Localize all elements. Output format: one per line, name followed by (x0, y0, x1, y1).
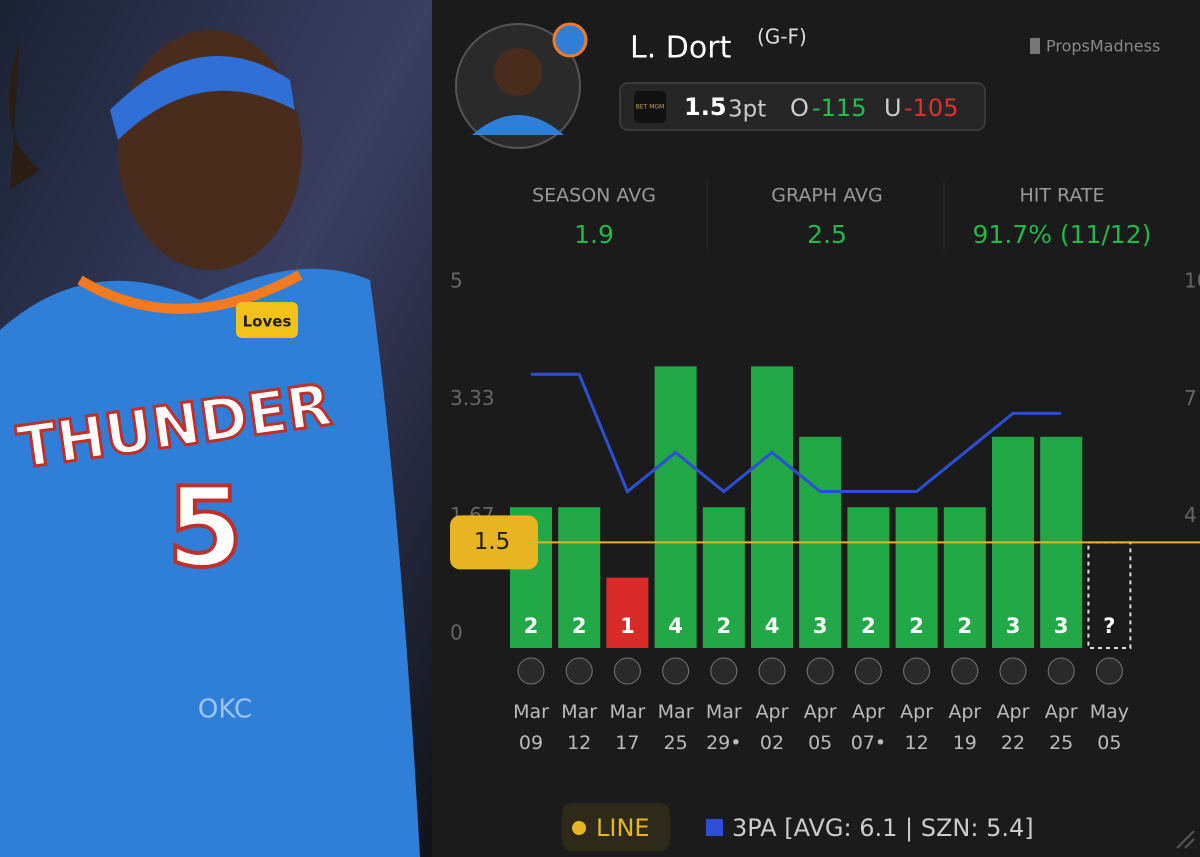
series-legend: 3PA [AVG: 6.1 | SZN: 5.4] (732, 814, 1034, 842)
over-label: O (790, 94, 809, 122)
bar (751, 366, 793, 648)
opponent-logo (662, 657, 690, 685)
bar-label: 4 (668, 614, 683, 638)
panel-background (432, 0, 1200, 857)
y-tick-label: 5 (450, 269, 463, 293)
x-tick-label: Apr 19 (948, 701, 982, 754)
x-tick-label: Apr 05 (803, 701, 837, 754)
belt-text: OKC (198, 695, 252, 725)
sportsbook: BET MGM (636, 104, 664, 111)
bar-label: 3 (813, 614, 828, 638)
line-legend-pill (562, 803, 670, 851)
stat-value: 91.7% (11/12) (973, 220, 1152, 249)
bar-label: 2 (572, 614, 587, 638)
series-legend-swatch (706, 819, 723, 836)
hair (8, 40, 40, 190)
avatar-jersey (472, 115, 564, 135)
headband (110, 55, 295, 140)
patch (236, 302, 298, 338)
bar-label: 2 (524, 614, 539, 638)
sportsbook-logo (634, 91, 666, 123)
under-odds: -105 (904, 94, 958, 122)
stat-label: HIT RATE (1019, 185, 1104, 207)
avatar-head (494, 48, 542, 96)
line-legend-swatch (572, 821, 586, 835)
bar (847, 507, 890, 648)
bar (558, 507, 601, 648)
x-tick-label: Apr 02 (755, 701, 789, 754)
team-logo (552, 22, 588, 58)
x-tick-label: Mar 12 (561, 701, 598, 754)
odds-pill (619, 82, 986, 131)
player-photo: THUNDER 5 OKC Loves (0, 0, 432, 857)
bar (606, 577, 649, 648)
opponent-logo (854, 657, 882, 685)
opponent-logo (951, 657, 979, 685)
opponent-logo (1047, 657, 1075, 685)
pending-bar (1087, 541, 1132, 650)
bar-label: 2 (716, 614, 731, 638)
x-tick-label: Apr 12 (900, 701, 934, 754)
jersey-number: 5 (167, 463, 244, 591)
bar-label: 4 (765, 614, 780, 638)
bar (943, 507, 986, 648)
brand: PropsMadness (1046, 37, 1160, 56)
bar (654, 366, 697, 648)
under-label: U (884, 94, 902, 122)
threshold-badge (450, 515, 538, 570)
x-tick-label: Mar 29• (705, 701, 742, 754)
bar-label: 2 (861, 614, 876, 638)
x-tick-label: Apr 25 (1044, 701, 1078, 754)
bar-label: ? (1103, 614, 1115, 638)
odds-line: 1.5 (684, 93, 727, 121)
opponent-logo (806, 657, 834, 685)
bar-label: 3 (1006, 614, 1021, 638)
odds-market: 3pt (728, 97, 766, 123)
patch-text: Loves (243, 313, 292, 331)
props-panel: L. Dort (G-F) PropsMadness BET MGM 1.5 3… (432, 0, 1200, 857)
bar-label: 2 (909, 614, 924, 638)
opponent-logo (999, 657, 1027, 685)
x-tick-label: Mar 25 (657, 701, 694, 754)
opponent-logo (903, 657, 931, 685)
stat-value: 1.9 (574, 220, 614, 249)
bar-label: 3 (1054, 614, 1069, 638)
bar-label: 1 (620, 614, 635, 638)
bar (702, 507, 745, 648)
opponent-logo (710, 657, 738, 685)
y2-tick-label: 4 (1184, 503, 1197, 527)
over-odds: -115 (812, 94, 866, 122)
x-tick-label: Mar 09 (513, 701, 549, 754)
opponent-logo (517, 657, 545, 685)
opponent-logo (613, 657, 641, 685)
y2-tick-label: 7 (1184, 386, 1197, 410)
y-tick-label: 0 (450, 621, 463, 645)
bar (895, 507, 938, 648)
y-tick-label: 3.33 (450, 386, 495, 410)
stat-label: SEASON AVG (532, 185, 656, 207)
resize-grip (1176, 830, 1195, 849)
collar (77, 270, 303, 314)
threshold-label: 1.5 (474, 529, 511, 555)
x-tick-label: Apr 22 (996, 701, 1030, 754)
player-name: L. Dort (630, 31, 732, 66)
line-legend: LINE (596, 814, 650, 842)
stat-value: 2.5 (807, 220, 847, 249)
x-tick-label: Apr 07• (850, 701, 887, 754)
opponent-logo (1095, 657, 1123, 685)
stat-label: GRAPH AVG (771, 185, 882, 207)
bar-label: 2 (957, 614, 972, 638)
player-position: (G-F) (757, 25, 807, 49)
opponent-logo (758, 657, 786, 685)
brand-icon (1030, 38, 1040, 54)
opponent-logo (565, 657, 593, 685)
series-line (531, 372, 1062, 494)
jersey (0, 268, 420, 857)
x-tick-label: May 05 (1089, 701, 1130, 754)
y2-tick-label: 10 (1184, 269, 1200, 293)
x-tick-label: Mar 17 (609, 701, 646, 754)
